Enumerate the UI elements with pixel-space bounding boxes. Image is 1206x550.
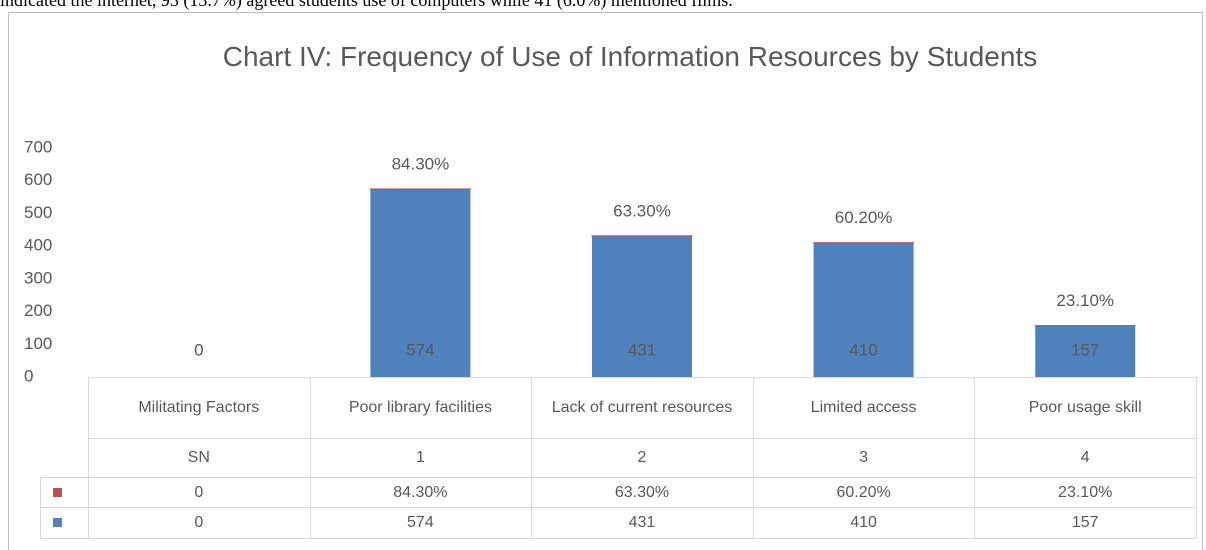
table-cell: 574 xyxy=(407,514,434,531)
table-line xyxy=(88,377,1196,378)
table-cell: 1 xyxy=(415,449,425,466)
chart-title: Chart IV: Frequency of Use of Informatio… xyxy=(222,41,1038,72)
table-line xyxy=(40,507,1196,508)
bar xyxy=(813,242,914,377)
table-cell: 60.20% xyxy=(836,483,891,501)
table-header: Limited access xyxy=(810,399,917,416)
table-cell: 0 xyxy=(194,514,204,531)
data-label: 84.30% xyxy=(392,154,450,173)
y-tick-label: 0 xyxy=(24,366,33,385)
data-label: 60.20% xyxy=(835,208,893,227)
table-line xyxy=(531,377,533,538)
table-header: Poor library facilities xyxy=(348,399,492,416)
data-label: 574 xyxy=(406,340,434,359)
y-tick-label: 400 xyxy=(24,236,52,255)
table-line xyxy=(974,377,976,538)
table-cell: 431 xyxy=(628,514,656,531)
table-cell: 63.30% xyxy=(614,483,670,501)
y-tick-label: 200 xyxy=(24,301,52,320)
table-header: Poor usage skill xyxy=(1028,399,1142,416)
table-line xyxy=(309,377,311,538)
data-label: 157 xyxy=(1071,340,1099,359)
table-line xyxy=(752,377,754,538)
table-cell: 0 xyxy=(194,483,204,501)
table-header: Militating Factors xyxy=(138,399,260,416)
table-line xyxy=(88,438,1196,439)
data-label: 410 xyxy=(849,340,877,359)
y-tick-label: 600 xyxy=(24,170,52,189)
bar xyxy=(592,236,692,377)
table-cell: 3 xyxy=(859,449,869,466)
data-label: 23.10% xyxy=(1056,291,1114,310)
data-label: 431 xyxy=(628,340,656,359)
data-label: 63.30% xyxy=(613,201,671,220)
y-tick-label: 100 xyxy=(24,334,52,353)
table-cell: 157 xyxy=(1071,514,1099,531)
intro-text: indicated the internet, 93 (13.7%) agree… xyxy=(0,0,733,10)
table-line xyxy=(1196,377,1197,538)
legend-swatch xyxy=(53,487,62,497)
data-label: 0 xyxy=(194,340,203,359)
legend-swatch xyxy=(53,518,62,527)
table-cell: 410 xyxy=(850,514,877,531)
table-cell: 84.30% xyxy=(393,483,448,501)
table-line xyxy=(40,538,1196,539)
table-cell: SN xyxy=(187,449,210,466)
table-cell: 4 xyxy=(1080,449,1090,466)
y-tick-label: 700 xyxy=(24,137,52,156)
table-line xyxy=(40,477,1196,478)
table-line xyxy=(40,477,41,538)
chart-frame xyxy=(8,12,1203,550)
table-cell: 2 xyxy=(637,449,647,466)
y-tick-label: 500 xyxy=(24,203,52,222)
bar xyxy=(370,189,471,377)
table-line xyxy=(88,377,89,538)
table-header: Lack of current resources xyxy=(551,399,733,416)
y-tick-label: 300 xyxy=(24,268,52,287)
bar xyxy=(1035,325,1136,377)
table-cell: 23.10% xyxy=(1058,483,1113,501)
